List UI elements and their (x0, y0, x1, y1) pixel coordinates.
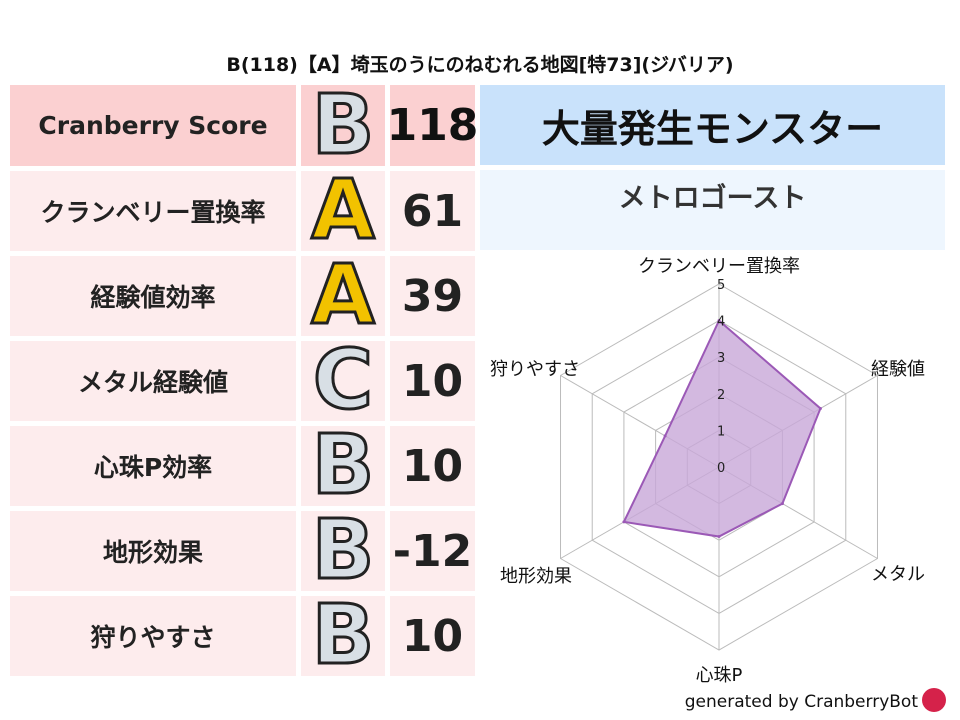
data-point (717, 535, 721, 539)
axis-label: 狩りやすさ (490, 359, 580, 380)
score-row-label: 経験値効率 (10, 256, 296, 336)
score-header-value: 118 (387, 85, 478, 166)
score-row-value: 10 (390, 426, 475, 506)
data-point (622, 520, 626, 524)
score-row-label: 心珠P効率 (10, 426, 296, 506)
grade-letter: A (310, 163, 376, 258)
score-row-value: 10 (390, 596, 475, 676)
axis-label: 地形効果 (500, 566, 572, 587)
score-row-value: 39 (390, 256, 475, 336)
score-row-label: 地形効果 (10, 511, 296, 591)
tick-label: 3 (717, 351, 725, 366)
footer-credit: generated by CranberryBot (684, 692, 918, 712)
tick-label: 2 (717, 388, 725, 403)
score-row-value: 61 (390, 171, 475, 251)
score-header-label: Cranberry Score (10, 85, 296, 166)
monster-name: メトロゴースト (480, 170, 945, 250)
data-point (663, 434, 667, 438)
tick-label: 4 (717, 315, 725, 330)
axis-label: 心珠P (696, 665, 743, 686)
tick-label: 0 (717, 461, 725, 476)
grade-letter: C (311, 333, 374, 428)
tick-label: 1 (717, 424, 725, 439)
axis-label: メタル (871, 564, 925, 585)
score-row-label: 狩りやすさ (10, 596, 296, 676)
score-header-grade-badge: B (301, 77, 385, 173)
page-title: B(118)【A】埼玉のうにのねむれる地図[特73](ジバリア) (226, 54, 734, 76)
axis-label: 経験値 (871, 359, 925, 380)
score-row-value: 10 (390, 341, 475, 421)
score-row-grade-badge: C (301, 333, 385, 428)
monster-panel-heading: 大量発生モンスター (480, 85, 945, 165)
score-row-value: -12 (390, 511, 475, 591)
grade-letter: B (310, 77, 375, 173)
score-row-grade-badge: B (301, 418, 385, 513)
grade-letter: B (310, 503, 375, 598)
data-point (818, 406, 822, 410)
cranberry-mascot-icon (922, 688, 946, 712)
grade-letter: B (310, 418, 375, 513)
score-row-label: メタル経験値 (10, 341, 296, 421)
score-row-label: クランベリー置換率 (10, 171, 296, 251)
data-point (717, 319, 721, 323)
score-row-grade-badge: B (301, 503, 385, 598)
grade-letter: B (310, 588, 375, 683)
score-row-grade-badge: A (301, 163, 385, 258)
axis-label: クランベリー置換率 (638, 256, 800, 277)
score-row-grade-badge: B (301, 588, 385, 683)
score-row-grade-badge: A (301, 248, 385, 343)
data-point (780, 502, 784, 506)
tick-label: 5 (717, 278, 725, 293)
grade-letter: A (310, 248, 376, 343)
